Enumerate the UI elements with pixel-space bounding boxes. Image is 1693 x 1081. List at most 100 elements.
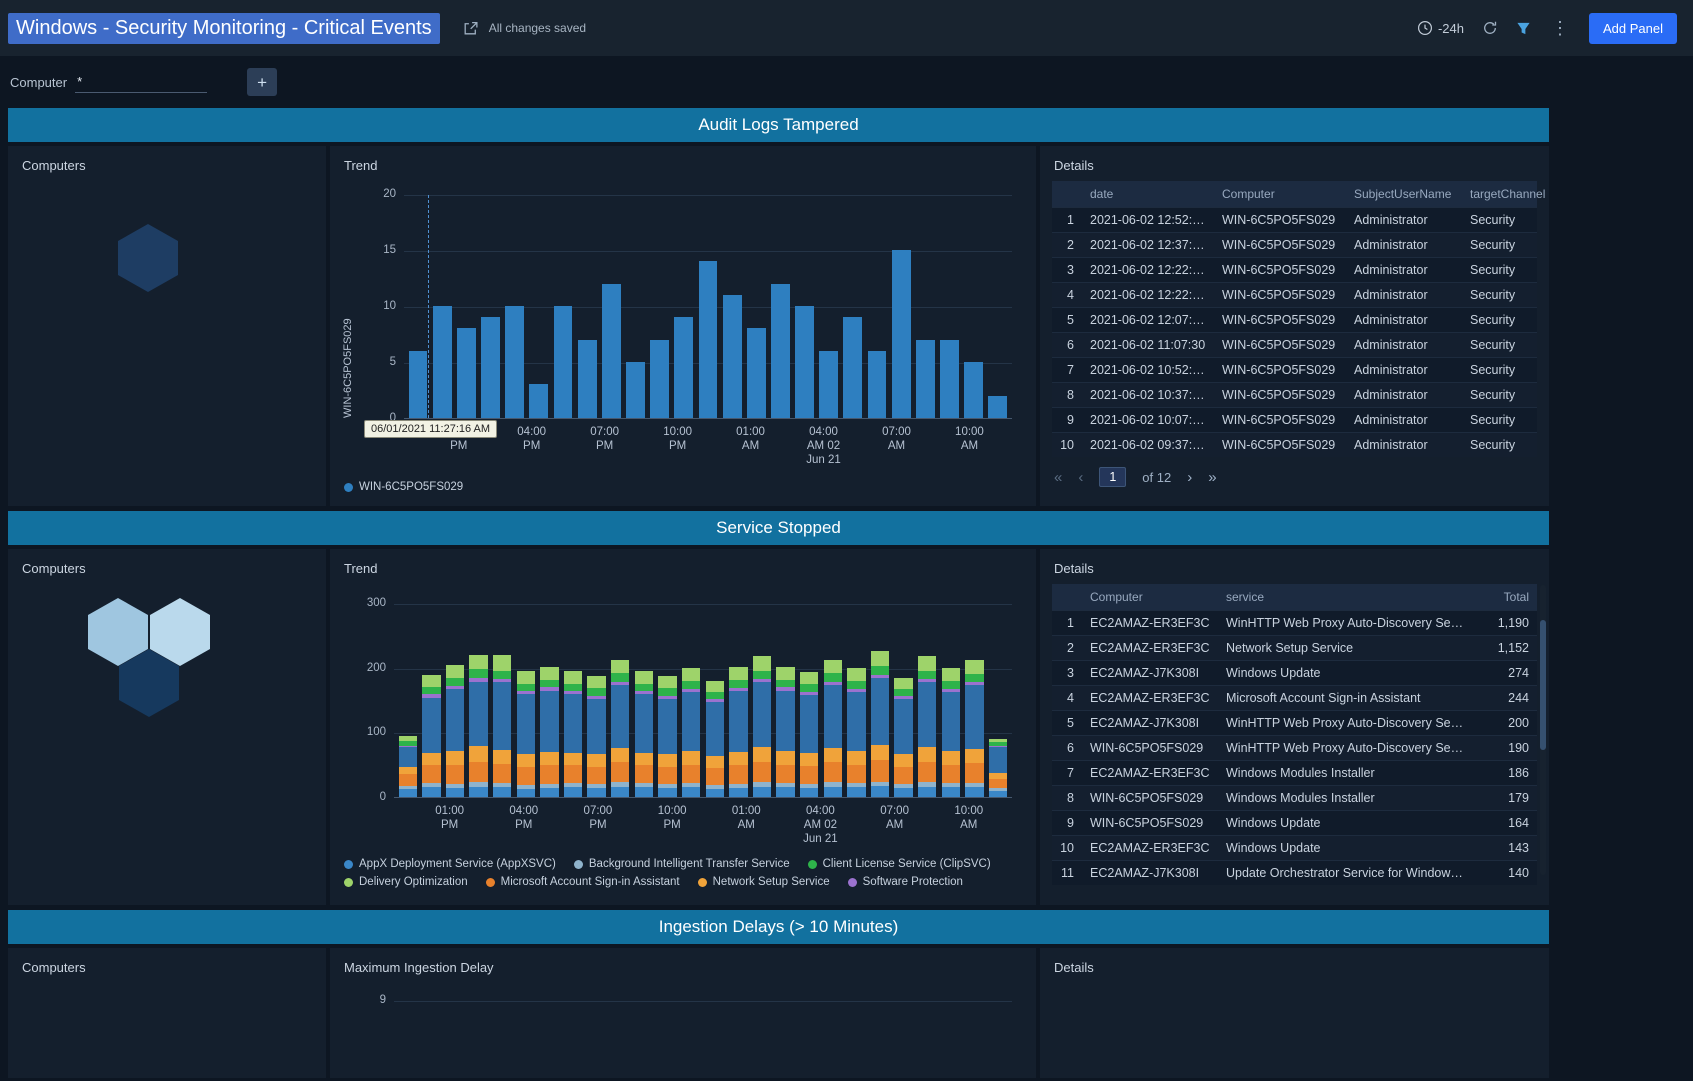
bar-segment[interactable] — [870, 675, 890, 679]
bar-segment[interactable] — [445, 787, 465, 797]
bar[interactable] — [577, 339, 597, 418]
bar-segment[interactable] — [847, 688, 866, 692]
stacked-bar[interactable] — [493, 655, 512, 797]
bar-segment[interactable] — [988, 778, 1008, 788]
bar[interactable] — [408, 350, 428, 418]
bar-segment[interactable] — [823, 673, 842, 682]
bar[interactable] — [432, 306, 452, 418]
bar-segment[interactable] — [587, 787, 606, 797]
bar-segment[interactable] — [823, 782, 842, 787]
bar-segment[interactable] — [823, 659, 842, 674]
bar-segment[interactable] — [611, 681, 630, 685]
bar-segment[interactable] — [894, 766, 913, 785]
bar-segment[interactable] — [634, 694, 654, 753]
table-row[interactable]: 7 2021-06-02 10:52:18 WIN-6C5PO5FS029 Admin… — [1052, 357, 1537, 383]
stacked-bar[interactable] — [918, 656, 937, 797]
bar-segment[interactable] — [563, 694, 583, 753]
bar-segment[interactable] — [681, 668, 701, 681]
legend-item[interactable]: Network Setup Service — [697, 876, 830, 888]
bar-segment[interactable] — [894, 787, 913, 797]
service-trend-chart[interactable]: 0 100 200 300 01:00 PM 04:00 PM 07:00 PM 10:00 PM 01… — [367, 597, 1012, 845]
bar-segment[interactable] — [870, 781, 890, 787]
bar-segment[interactable] — [422, 783, 441, 788]
stacked-bar[interactable] — [705, 680, 724, 797]
bar[interactable] — [698, 261, 718, 418]
bar-segment[interactable] — [587, 676, 606, 689]
bar-segment[interactable] — [634, 765, 654, 784]
legend-item[interactable]: AppX Deployment Service (AppXSVC) — [344, 858, 556, 870]
bar-segment[interactable] — [988, 742, 1008, 747]
bar-segment[interactable] — [445, 784, 465, 788]
bar-segment[interactable] — [823, 747, 842, 763]
bar-segment[interactable] — [847, 668, 866, 681]
bar-segment[interactable] — [469, 681, 488, 747]
table-scrollbar[interactable] — [1540, 585, 1546, 875]
bar-segment[interactable] — [752, 678, 772, 683]
bar-segment[interactable] — [493, 678, 512, 683]
bar-segment[interactable] — [658, 766, 677, 785]
table-row[interactable]: 4 EC2AMAZ-ER3EF3C Microsoft Account Sign-i… — [1052, 685, 1537, 711]
bar-segment[interactable] — [752, 761, 772, 783]
bar-segment[interactable] — [918, 678, 937, 683]
bar-segment[interactable] — [587, 688, 606, 696]
table-row[interactable]: 4 2021-06-02 12:22:18 WIN-6C5PO5FS029 Admin… — [1052, 282, 1537, 308]
bar-segment[interactable] — [445, 686, 465, 690]
section-header-service-stopped[interactable]: Service Stopped — [8, 511, 1549, 545]
add-filter-button[interactable]: + — [247, 68, 278, 96]
table-row[interactable]: 10 2021-06-02 09:37:29 WIN-6C5PO5FS029 Admi… — [1052, 432, 1537, 457]
bar-segment[interactable] — [918, 682, 937, 747]
bar-segment[interactable] — [776, 751, 795, 765]
bar-segment[interactable] — [398, 747, 417, 767]
bar-segment[interactable] — [445, 677, 465, 687]
bar-segment[interactable] — [941, 787, 961, 797]
bar-segment[interactable] — [516, 784, 536, 789]
stacked-bar[interactable] — [681, 668, 701, 797]
bar-segment[interactable] — [658, 784, 677, 788]
bar-segment[interactable] — [563, 752, 583, 766]
stacked-bar[interactable] — [398, 735, 417, 797]
bar-segment[interactable] — [729, 667, 748, 681]
more-options-button[interactable]: ⋮ — [1551, 18, 1569, 38]
bar-segment[interactable] — [823, 762, 842, 783]
bar-segment[interactable] — [422, 675, 441, 687]
bar-segment[interactable] — [516, 683, 536, 692]
stacked-bar[interactable] — [445, 664, 465, 797]
bar-segment[interactable] — [799, 695, 819, 754]
bar-segment[interactable] — [776, 690, 795, 752]
bar[interactable] — [915, 339, 935, 418]
pagination-next-button[interactable]: › — [1187, 468, 1193, 486]
bar-segment[interactable] — [611, 786, 630, 797]
bar[interactable] — [867, 350, 887, 418]
stacked-bar[interactable] — [941, 668, 961, 797]
bar-segment[interactable] — [493, 764, 512, 784]
bar-segment[interactable] — [799, 684, 819, 692]
bar-segment[interactable] — [634, 752, 654, 766]
bar-segment[interactable] — [540, 751, 559, 766]
bar-segment[interactable] — [799, 784, 819, 788]
bar[interactable] — [795, 306, 814, 418]
bar-segment[interactable] — [422, 686, 441, 695]
bar-segment[interactable] — [894, 696, 913, 699]
bar-segment[interactable] — [469, 655, 488, 670]
bar-segment[interactable] — [469, 669, 488, 679]
bar-segment[interactable] — [965, 782, 984, 787]
bar-segment[interactable] — [563, 671, 583, 684]
bar-segment[interactable] — [634, 691, 654, 695]
bar-segment[interactable] — [445, 764, 465, 785]
bar-segment[interactable] — [493, 787, 512, 797]
bar-segment[interactable] — [799, 753, 819, 767]
bar-segment[interactable] — [422, 752, 441, 766]
bar-segment[interactable] — [941, 783, 961, 788]
bar-segment[interactable] — [398, 766, 417, 775]
bar-segment[interactable] — [422, 694, 441, 698]
bar-segment[interactable] — [422, 697, 441, 753]
bar-segment[interactable] — [540, 784, 559, 788]
stacked-bar[interactable] — [611, 659, 630, 797]
bar-segment[interactable] — [870, 651, 890, 667]
bar-segment[interactable] — [729, 688, 748, 692]
bar[interactable] — [601, 283, 621, 418]
bar-segment[interactable] — [894, 689, 913, 697]
bar-segment[interactable] — [894, 754, 913, 767]
bar-segment[interactable] — [823, 786, 842, 797]
bar-segment[interactable] — [705, 755, 724, 768]
